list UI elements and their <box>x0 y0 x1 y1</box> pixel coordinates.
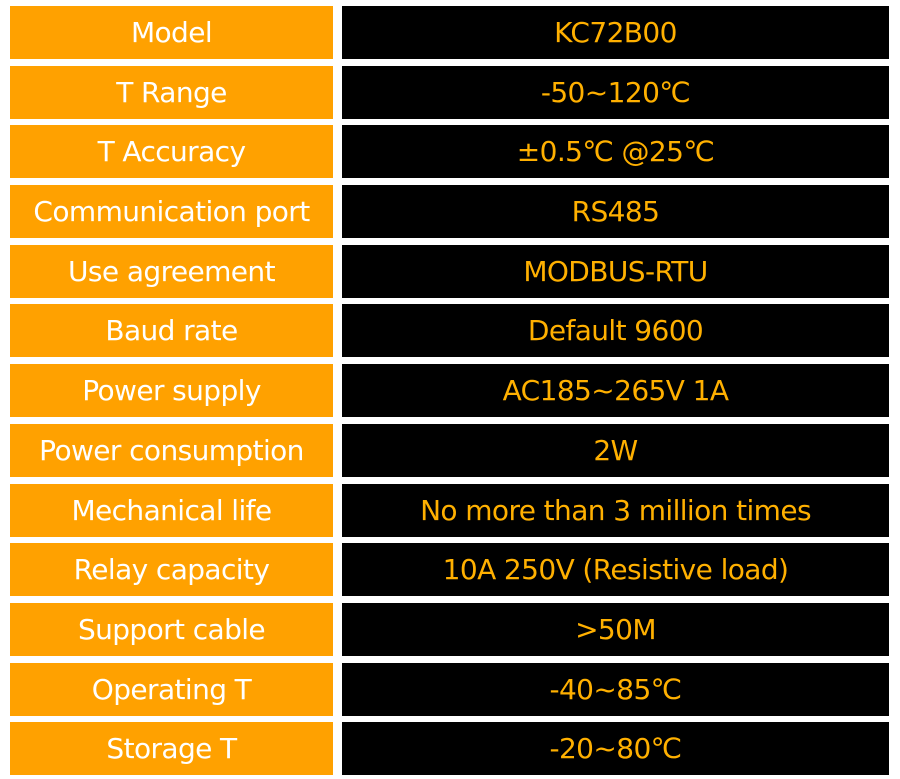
spec-value: ±0.5℃ @25℃ <box>342 125 889 179</box>
spec-value: 10A 250V (Resistive load) <box>342 543 889 597</box>
spec-row-support-cable: Support cable >50M <box>10 602 889 656</box>
spec-value: -50~120℃ <box>342 65 889 119</box>
spec-row-use-agreement: Use agreement MODBUS-RTU <box>10 244 889 298</box>
cell-divider <box>333 483 342 537</box>
spec-row-storage-t: Storage T -20~80℃ <box>10 722 889 776</box>
spec-row-model: Model KC72B00 <box>10 6 889 59</box>
cell-divider <box>333 543 342 597</box>
spec-row-power-supply: Power supply AC185~265V 1A <box>10 364 889 418</box>
spec-value: -40~85℃ <box>342 662 889 716</box>
spec-row-communication-port: Communication port RS485 <box>10 185 889 239</box>
spec-value: AC185~265V 1A <box>342 364 889 418</box>
cell-divider <box>333 244 342 298</box>
spec-value: RS485 <box>342 185 889 239</box>
spec-label: Communication port <box>10 185 333 239</box>
spec-label: Model <box>10 6 333 59</box>
cell-divider <box>333 364 342 418</box>
spec-row-baud-rate: Baud rate Default 9600 <box>10 304 889 358</box>
spec-row-relay-capacity: Relay capacity 10A 250V (Resistive load) <box>10 543 889 597</box>
spec-value: -20~80℃ <box>342 722 889 776</box>
cell-divider <box>333 125 342 179</box>
spec-row-operating-t: Operating T -40~85℃ <box>10 662 889 716</box>
spec-value: >50M <box>342 602 889 656</box>
spec-value: Default 9600 <box>342 304 889 358</box>
spec-label: Power consumption <box>10 423 333 477</box>
spec-value: No more than 3 million times <box>342 483 889 537</box>
spec-row-power-consumption: Power consumption 2W <box>10 423 889 477</box>
spec-table: Model KC72B00 T Range -50~120℃ T Accurac… <box>10 6 889 776</box>
spec-value: MODBUS-RTU <box>342 244 889 298</box>
spec-label: Baud rate <box>10 304 333 358</box>
cell-divider <box>333 662 342 716</box>
spec-value: KC72B00 <box>342 6 889 59</box>
cell-divider <box>333 423 342 477</box>
spec-row-t-range: T Range -50~120℃ <box>10 65 889 119</box>
spec-label: Power supply <box>10 364 333 418</box>
spec-row-t-accuracy: T Accuracy ±0.5℃ @25℃ <box>10 125 889 179</box>
cell-divider <box>333 185 342 239</box>
spec-label: Storage T <box>10 722 333 776</box>
spec-label: Support cable <box>10 602 333 656</box>
cell-divider <box>333 722 342 776</box>
cell-divider <box>333 304 342 358</box>
spec-label: Relay capacity <box>10 543 333 597</box>
spec-label: T Accuracy <box>10 125 333 179</box>
spec-label: T Range <box>10 65 333 119</box>
spec-label: Mechanical life <box>10 483 333 537</box>
spec-row-mechanical-life: Mechanical life No more than 3 million t… <box>10 483 889 537</box>
cell-divider <box>333 6 342 59</box>
spec-label: Use agreement <box>10 244 333 298</box>
spec-value: 2W <box>342 423 889 477</box>
cell-divider <box>333 65 342 119</box>
cell-divider <box>333 602 342 656</box>
spec-label: Operating T <box>10 662 333 716</box>
